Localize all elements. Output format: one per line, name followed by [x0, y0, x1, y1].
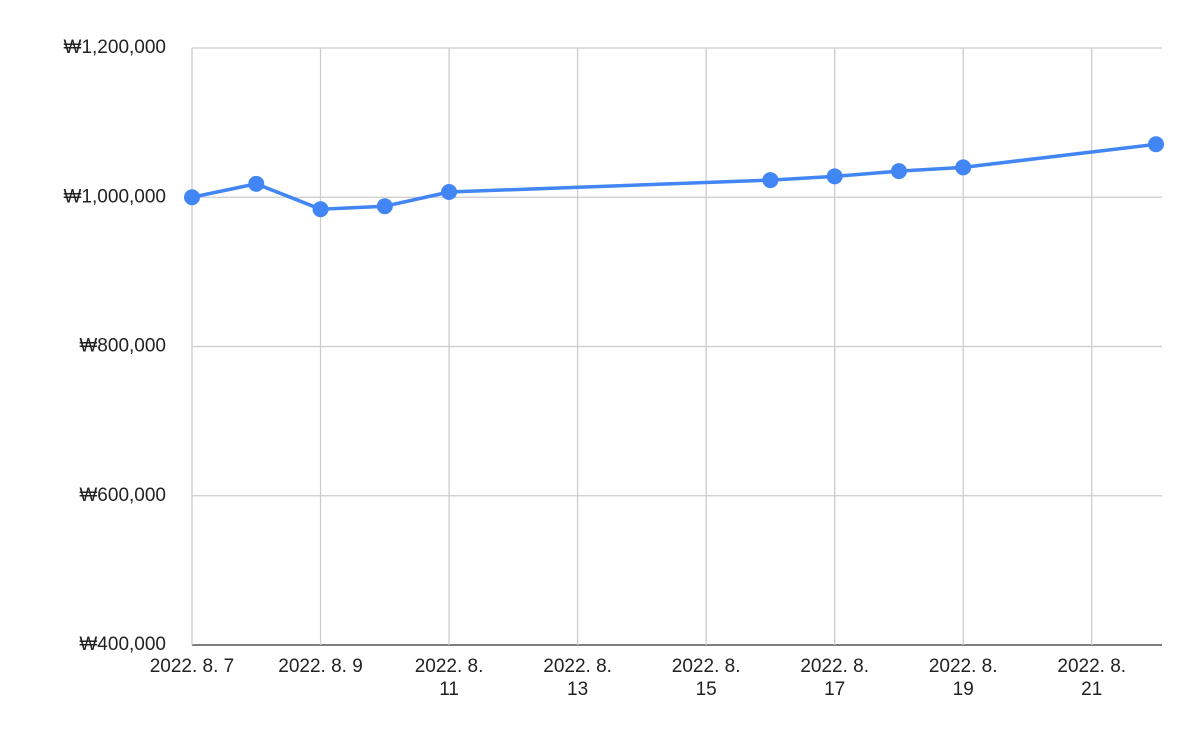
x-tick-label: 2022. 8. 19 — [929, 656, 998, 700]
x-tick-label: 2022. 8. 15 — [672, 656, 741, 700]
y-tick-label: ₩1,000,000 — [64, 186, 166, 207]
x-tick-label: 2022. 8. 11 — [415, 656, 484, 700]
y-tick-label: ₩800,000 — [79, 336, 166, 357]
point — [955, 159, 972, 176]
x-tick-label: 2022. 8. 21 — [1057, 656, 1126, 700]
y-tick-label: ₩400,000 — [79, 634, 166, 655]
point — [376, 198, 393, 215]
y-tick-label: ₩600,000 — [79, 485, 166, 506]
grid — [191, 47, 1162, 646]
x-tick-label: 2022. 8. 7 — [150, 656, 235, 677]
point — [312, 201, 329, 218]
point — [1148, 136, 1164, 153]
point — [248, 175, 265, 192]
point — [890, 163, 907, 180]
point — [826, 168, 843, 185]
point — [762, 172, 779, 189]
line — [191, 142, 1157, 211]
x-tick-label: 2022. 8. 9 — [278, 656, 363, 677]
point — [441, 184, 458, 201]
x-tick-label: 2022. 8. 13 — [543, 656, 612, 700]
point — [184, 189, 200, 206]
y-tick-label: ₩1,200,000 — [64, 37, 166, 58]
x-tick-label: 2022. 8. 17 — [800, 656, 869, 700]
